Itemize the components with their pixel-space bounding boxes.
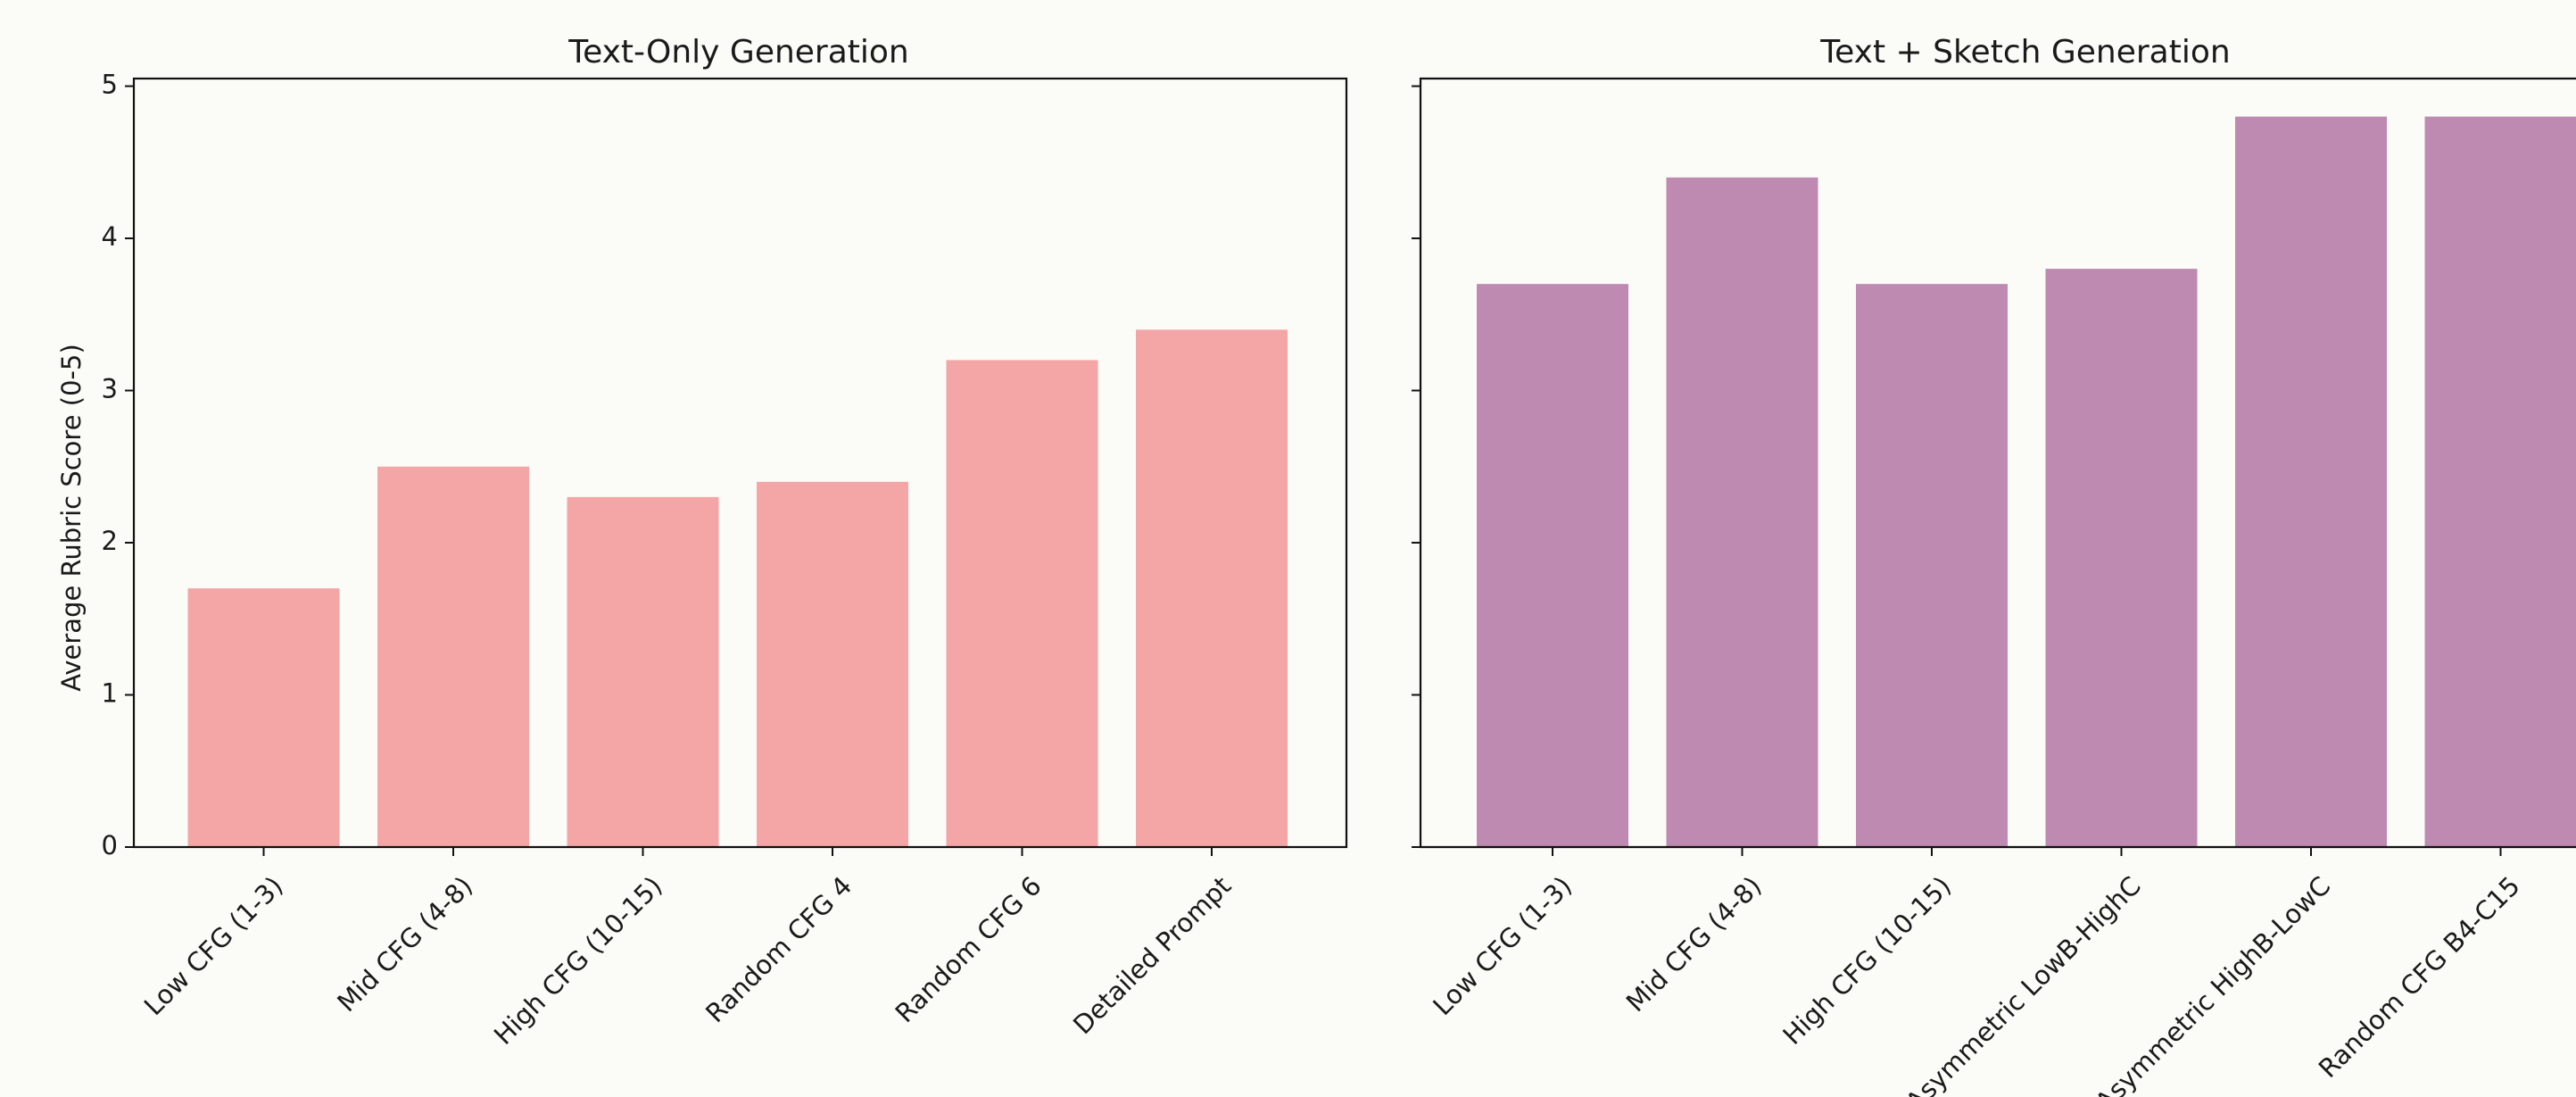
x-tick-label-1: Mid CFG (4-8) bbox=[331, 870, 478, 1018]
plot-frame bbox=[1419, 77, 2576, 849]
bar-4 bbox=[2235, 116, 2387, 847]
x-tick-label-0: Low CFG (1-3) bbox=[138, 870, 289, 1021]
y-axis: 0 1 2 3 4 5 bbox=[102, 70, 134, 860]
bar-1 bbox=[377, 466, 529, 847]
chart-title: Text + Sketch Generation bbox=[1819, 34, 2230, 71]
x-axis: Low CFG (1-3) Mid CFG (4-8) High CFG (10-1… bbox=[138, 847, 1237, 1051]
bar-4 bbox=[946, 360, 1098, 847]
bar-5 bbox=[1136, 329, 1288, 847]
chart-panel-text-sketch: Text + Sketch Generation Low CFG (1-3) Mi… bbox=[1412, 34, 2576, 1097]
bar-3 bbox=[2045, 269, 2198, 848]
chart-panel-text-only: Text-Only Generation Average Rubric Scor… bbox=[56, 34, 1348, 1051]
y-tick-label-5: 5 bbox=[102, 70, 118, 100]
x-tick-label-3: Random CFG 4 bbox=[700, 870, 857, 1028]
y-tick-label-0: 0 bbox=[102, 830, 118, 860]
bar-2 bbox=[567, 496, 719, 847]
y-tick-label-1: 1 bbox=[102, 678, 118, 709]
bar-group bbox=[1477, 116, 2576, 848]
plot-frame bbox=[132, 77, 1348, 849]
x-tick-label-4: Random CFG 6 bbox=[890, 870, 1048, 1028]
y-tick-label-4: 4 bbox=[102, 221, 118, 252]
x-axis: Low CFG (1-3) Mid CFG (4-8) High CFG (10-1… bbox=[1427, 847, 2526, 1097]
x-tick-label-2: High CFG (10-15) bbox=[488, 870, 668, 1051]
bar-group bbox=[187, 329, 1288, 847]
y-axis bbox=[1412, 85, 1421, 848]
chart-title: Text-Only Generation bbox=[567, 34, 909, 71]
bar-3 bbox=[757, 481, 908, 847]
bar-0 bbox=[1477, 284, 1628, 847]
y-tick-label-2: 2 bbox=[102, 526, 118, 556]
x-tick-label-5: Random CFG B4-C15 bbox=[2313, 870, 2526, 1084]
bar-0 bbox=[187, 588, 340, 847]
x-tick-label-0: Low CFG (1-3) bbox=[1427, 870, 1578, 1021]
y-axis-label: Average Rubric Score (0-5) bbox=[56, 344, 87, 692]
bar-2 bbox=[1856, 284, 2008, 847]
x-tick-label-1: Mid CFG (4-8) bbox=[1620, 870, 1768, 1018]
bar-1 bbox=[1666, 177, 1818, 847]
bar-5 bbox=[2424, 116, 2576, 847]
x-tick-label-2: High CFG (10-15) bbox=[1777, 870, 1957, 1051]
x-tick-label-5: Detailed Prompt bbox=[1067, 870, 1237, 1040]
y-tick-label-3: 3 bbox=[102, 374, 118, 404]
